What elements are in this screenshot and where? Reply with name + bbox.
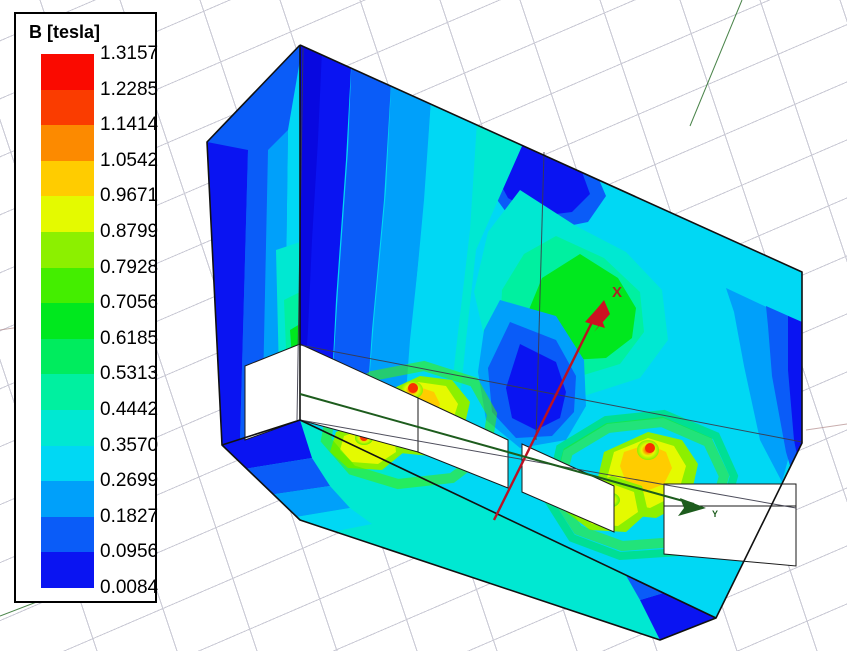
colorbar-band-8 — [41, 338, 94, 375]
colorbar-tick-13: 0.1827 — [100, 505, 159, 527]
colorbar-band-9 — [41, 374, 94, 410]
colorbar-tick-5: 0.8799 — [100, 221, 159, 242]
colorbar-band-4 — [41, 196, 94, 232]
colorbar-tick-labels: 1.3157 1.2285 1.1414 1.0542 0.9671 0.8799 0.79… — [100, 14, 159, 601]
colorbar-band-5 — [41, 231, 94, 268]
colorbar-tick-12: 0.2699 — [100, 470, 159, 492]
colorbar-tick-15: 0.0084 — [100, 577, 159, 598]
colorbar-band-2 — [41, 125, 94, 161]
colorbar-band-1 — [41, 89, 94, 126]
colorbar-tick-6: 0.7928 — [100, 256, 159, 278]
colorbar-band-12 — [41, 481, 94, 517]
colorbar-tick-8: 0.6185 — [100, 327, 159, 349]
colorbar-band-3 — [41, 160, 94, 197]
colorbar-band-6 — [41, 267, 94, 304]
colorbar-tick-3: 1.0542 — [100, 149, 159, 171]
colorbar-tick-11: 0.3570 — [100, 434, 159, 456]
colorbar-gradient-strip — [41, 54, 94, 588]
colorbar-tick-10: 0.4442 — [100, 399, 159, 420]
colorbar-band-10 — [41, 409, 94, 446]
colorbar-tick-2: 1.1414 — [100, 114, 159, 136]
colorbar-tick-4: 0.9671 — [100, 185, 159, 207]
colorbar-tick-7: 0.7056 — [100, 292, 159, 314]
colorbar-tick-14: 0.0956 — [100, 541, 159, 563]
colorbar-legend: B [tesla] 1.3157 1.2285 1.1414 1.0542 0.9671… — [14, 12, 159, 603]
colorbar-tick-0: 1.3157 — [100, 43, 159, 64]
colorbar-tick-9: 0.5313 — [100, 363, 159, 385]
legend-title: B [tesla] — [29, 22, 101, 42]
colorbar-tick-1: 1.2285 — [100, 78, 159, 100]
colorbar-band-14 — [41, 552, 94, 588]
y-axis-arrow — [299, 393, 706, 516]
x-axis-arrow — [492, 300, 610, 521]
colorbar-band-11 — [41, 445, 94, 482]
colorbar-band-0 — [41, 54, 94, 90]
colorbar-band-7 — [41, 303, 94, 339]
colorbar-band-13 — [41, 516, 94, 553]
